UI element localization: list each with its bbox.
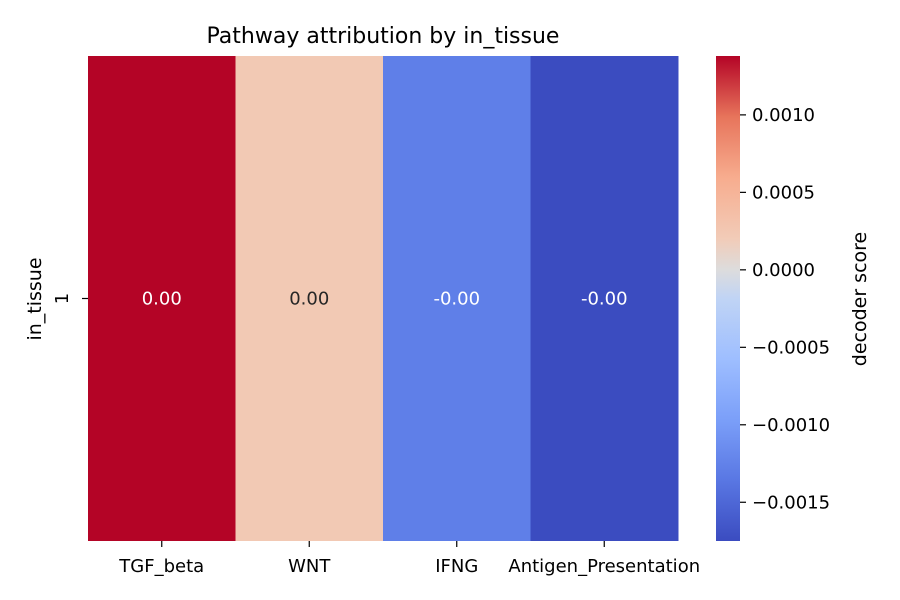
- y-tick-label-1: 1: [52, 293, 73, 304]
- y-axis-label: in_tissue: [24, 257, 46, 340]
- colorbar: [716, 56, 740, 541]
- cell-value-label-TGF_beta: 0.00: [142, 289, 182, 310]
- colorbar-tick-label: 0.0010: [752, 105, 815, 126]
- x-tick-label-IFNG: IFNG: [435, 556, 478, 577]
- heatmap-cell-WNT: [235, 56, 384, 541]
- x-tick-label-TGF_beta: TGF_beta: [118, 556, 204, 577]
- cell-value-label-Antigen_Presentation: -0.00: [581, 289, 628, 310]
- x-tick-label-WNT: WNT: [288, 556, 331, 577]
- cell-value-label-IFNG: -0.00: [433, 289, 480, 310]
- heatmap-cell-Antigen_Presentation: [530, 56, 679, 541]
- x-tick-label-Antigen_Presentation: Antigen_Presentation: [508, 556, 700, 577]
- colorbar-tick-label: −0.0010: [752, 415, 830, 436]
- colorbar-tick-label: 0.0005: [752, 182, 815, 203]
- heatmap-cell-IFNG: [383, 56, 531, 541]
- cell-value-label-WNT: 0.00: [289, 289, 329, 310]
- colorbar-tick-label: −0.0005: [752, 337, 830, 358]
- colorbar-label: decoder score: [849, 232, 871, 366]
- heatmap-cell-TGF_beta: [88, 56, 236, 541]
- heatmap-cell-labels: 0.00 0.00 -0.00 -0.00: [142, 289, 628, 310]
- x-axis: TGF_beta WNT IFNG Antigen_Presentation: [118, 541, 700, 577]
- colorbar-tick-label: 0.0000: [752, 260, 815, 281]
- heatmap-cells: [88, 56, 679, 541]
- chart-title: Pathway attribution by in_tissue: [207, 24, 560, 49]
- colorbar-tick-label: −0.0015: [752, 492, 830, 513]
- y-axis: 1: [52, 293, 88, 304]
- colorbar-ticks: −0.0015 −0.0010 −0.0005 0.0000 0.0005 0.0010: [740, 105, 830, 513]
